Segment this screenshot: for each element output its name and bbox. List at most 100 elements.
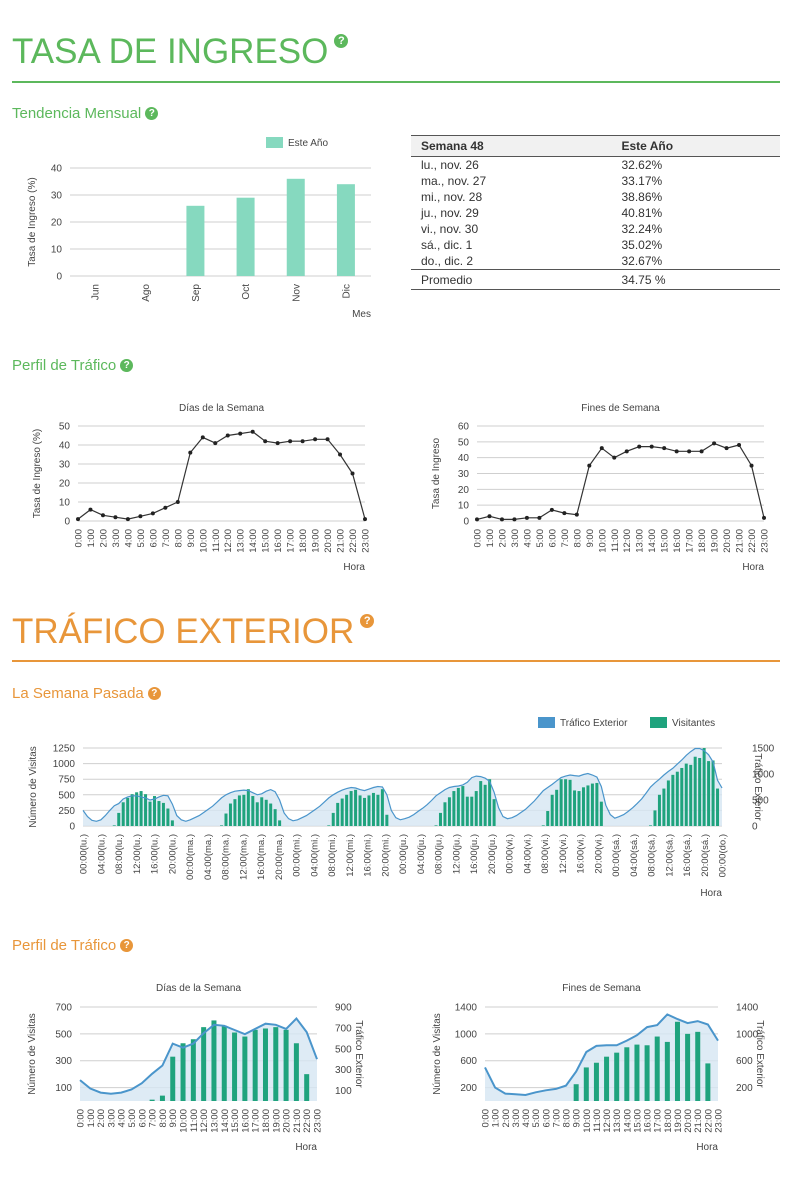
data-point (574, 512, 579, 517)
subtitle-text: Perfil de Tráfico (12, 937, 117, 954)
bar (479, 781, 483, 826)
question-circle-icon[interactable]: ? (360, 614, 375, 628)
bar (148, 801, 152, 826)
data-point (612, 455, 617, 460)
y-tick-label: 30 (458, 469, 470, 480)
x-tick-label: 1:00 (86, 529, 97, 548)
y2-tick-label: 0 (752, 822, 758, 833)
x-tick-label: 17:00 (653, 1109, 664, 1133)
x-tick-label: 20:00(mi.) (380, 834, 391, 877)
y-tick-label: 250 (58, 806, 75, 817)
x-tick-label: 19:00 (311, 529, 322, 553)
x-tick-label: 12:00 (622, 529, 633, 553)
question-circle-icon[interactable]: ? (334, 34, 349, 48)
x-axis-label: Mes (352, 309, 371, 320)
bar (367, 795, 371, 826)
table-row: vi., nov. 30 32.24% (411, 221, 780, 237)
table-header-this-year: Este Año (611, 135, 780, 157)
x-tick-label: 5:00 (531, 1109, 542, 1128)
bar (228, 803, 232, 826)
table-cell-average-label: Promedio (411, 269, 612, 290)
x-tick-label: 08:00(lu.) (114, 834, 125, 874)
bar (492, 799, 496, 826)
y2-tick-label: 500 (752, 796, 769, 807)
data-point (200, 435, 205, 440)
bar (161, 802, 165, 826)
bar (149, 1099, 155, 1101)
x-tick-label: 12:00(mi.) (345, 834, 356, 877)
bar (573, 1084, 579, 1101)
bar (135, 792, 139, 826)
question-circle-icon[interactable]: ? (120, 358, 134, 372)
bar (224, 813, 228, 826)
y-axis-label: Tasa de Ingreso (431, 437, 442, 509)
x-tick-label: 23:00 (361, 529, 372, 553)
data-point (338, 452, 343, 457)
y-tick-label: 50 (59, 422, 71, 433)
x-tick-label: 00:00(sá.) (611, 834, 622, 877)
x-tick-label: 2:00 (96, 1109, 107, 1128)
data-point (188, 450, 193, 455)
x-tick-label: 21:00 (735, 529, 746, 553)
data-point (674, 449, 679, 454)
bar (595, 782, 599, 826)
x-tick-label: 20:00 (722, 529, 733, 553)
data-point (475, 517, 479, 522)
y-tick-label: 20 (458, 485, 470, 496)
table-row: mi., nov. 28 38.86% (411, 189, 780, 205)
data-point (175, 500, 180, 504)
bar (599, 801, 603, 826)
data-point (113, 515, 118, 520)
x-tick-label: 20:00(lu.) (167, 834, 178, 874)
y2-axis-label: Tráfico Exterior (353, 1020, 364, 1088)
x-axis-label: Hora (295, 1142, 317, 1153)
table-row: ju., nov. 29 40.81% (411, 205, 780, 221)
x-tick-label: 00:00(do.) (718, 834, 729, 877)
y-axis-label: Tasa de Ingreso (%) (27, 177, 38, 267)
bar (233, 799, 237, 826)
bar (201, 1027, 207, 1101)
bar (112, 825, 116, 826)
question-circle-icon[interactable]: ? (145, 106, 159, 120)
bar (251, 796, 255, 826)
data-point (88, 507, 93, 512)
question-circle-icon[interactable]: ? (147, 686, 161, 700)
table-cell-day: vi., nov. 30 (421, 222, 479, 236)
bar (293, 1043, 299, 1101)
x-tick-label: 00:00(ju.) (398, 834, 409, 874)
x-tick-label: 12:00(ju.) (451, 834, 462, 874)
x-tick-label: Ago (141, 284, 152, 302)
x-tick-label: 14:00 (622, 1109, 633, 1133)
x-tick-label: Nov (291, 284, 302, 302)
data-point (537, 515, 542, 520)
bar (577, 791, 581, 826)
bar (345, 794, 349, 826)
x-tick-label: 17:00 (286, 529, 297, 553)
x-axis-label: Hora (742, 562, 764, 573)
x-tick-label: 22:00 (747, 529, 758, 553)
bar (166, 808, 170, 826)
y2-tick-label: 900 (335, 1003, 352, 1014)
data-point (562, 511, 567, 516)
x-tick-label: 8:00 (562, 1109, 573, 1128)
x-tick-label: 15:00 (632, 1109, 643, 1133)
section-title-text: TRÁFICO EXTERIOR (12, 612, 355, 651)
bar (438, 812, 442, 826)
y2-tick-label: 500 (335, 1044, 352, 1055)
x-tick-label: 23:00 (760, 529, 771, 553)
y2-tick-label: 1400 (736, 1003, 759, 1014)
legend-label: Este Año (288, 138, 328, 149)
x-tick-label: 4:00 (521, 1109, 532, 1128)
table-cell-day: do., dic. 2 (421, 254, 474, 268)
table-cell-value: 40.81% (621, 206, 663, 220)
question-circle-icon[interactable]: ? (120, 938, 134, 952)
x-tick-label: Dic (341, 284, 352, 298)
chart-title: Fines de Semana (562, 983, 641, 994)
bar (242, 794, 246, 826)
bar (447, 797, 451, 826)
y-tick-label: 0 (463, 517, 469, 528)
legend-label: Visitantes (672, 718, 715, 729)
table-cell-day: ma., nov. 27 (421, 174, 487, 188)
table-row: ma., nov. 27 33.17% (411, 173, 780, 189)
bar (126, 797, 130, 826)
